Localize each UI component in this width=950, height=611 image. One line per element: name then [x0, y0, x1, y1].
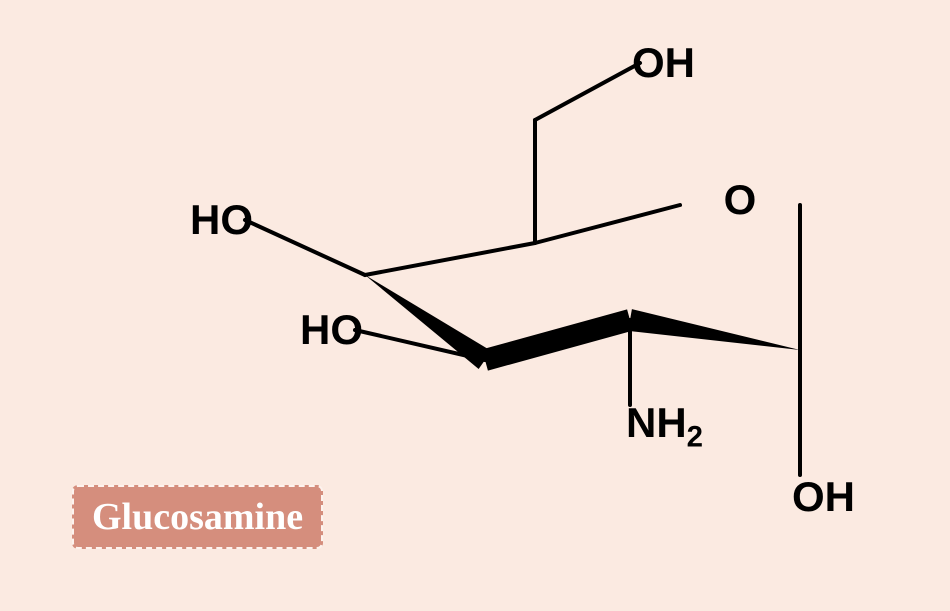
- compound-name-text: Glucosamine: [92, 496, 303, 538]
- compound-name-badge: Glucosamine: [72, 485, 323, 549]
- atom-label: HO: [190, 196, 253, 244]
- atom-label: OH: [792, 473, 855, 521]
- atom-label: OH: [632, 39, 695, 87]
- atom-label: HO: [300, 306, 363, 354]
- atom-label: O: [724, 176, 757, 224]
- atom-label: NH2: [626, 399, 703, 454]
